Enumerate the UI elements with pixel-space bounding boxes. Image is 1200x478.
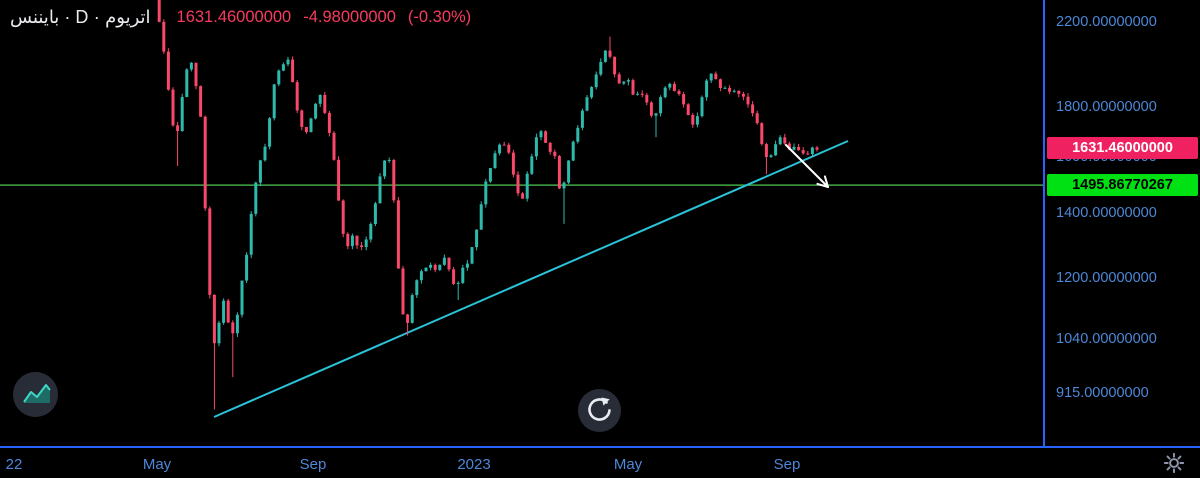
price-tick-label: 1400.00000000: [1056, 205, 1157, 222]
reset-rotate-icon: [578, 388, 621, 434]
time-tick-label: Sep: [299, 456, 327, 473]
price-change-percent: (-0.30%): [407, 8, 472, 26]
time-axis[interactable]: 22 May Sep 2023 May Sep: [0, 446, 1200, 478]
price-summary: 1631.46000000 -4.98000000 (-0.30%): [177, 8, 472, 27]
gear-sun-icon[interactable]: [1162, 451, 1186, 475]
symbol-title[interactable]: بایننس · D · اتریوم: [10, 7, 151, 27]
area-chart-icon: [13, 371, 58, 419]
time-tick-label: 2023: [457, 456, 491, 473]
chart-area: بایننس · D · اتریوم 1631.46000000 -4.980…: [0, 0, 1043, 446]
last-price-value: 1631.46000000: [176, 8, 292, 26]
alert-price-badge-value: 1495.86770267: [1072, 177, 1173, 194]
price-tick-label: 1200.00000000: [1056, 270, 1157, 287]
price-tick-label: 1800.00000000: [1056, 98, 1157, 115]
reset-chart-button[interactable]: [578, 389, 621, 432]
price-change-value: -4.98000000: [303, 8, 396, 26]
time-tick-label: 22: [5, 456, 23, 473]
chart-style-button[interactable]: [13, 372, 58, 417]
time-tick-label: Sep: [773, 456, 801, 473]
last-price-badge-value: 1631.46000000: [1072, 140, 1173, 157]
price-tick-label: 915.00000000: [1056, 385, 1149, 401]
last-price-badge: 1631.46000000: [1047, 137, 1198, 160]
candlestick-chart[interactable]: [0, 0, 1043, 446]
time-tick-label: May: [142, 456, 172, 473]
alert-price-badge[interactable]: 1495.86770267: [1047, 174, 1198, 197]
price-axis[interactable]: 2200.000000001800.000000001600.000000001…: [1043, 0, 1200, 446]
price-tick-label: 1040.00000000: [1056, 330, 1157, 347]
price-tick-label: 2200.00000000: [1056, 14, 1157, 30]
chart-legend: بایننس · D · اتریوم 1631.46000000 -4.980…: [10, 7, 471, 28]
time-tick-label: May: [613, 456, 643, 473]
